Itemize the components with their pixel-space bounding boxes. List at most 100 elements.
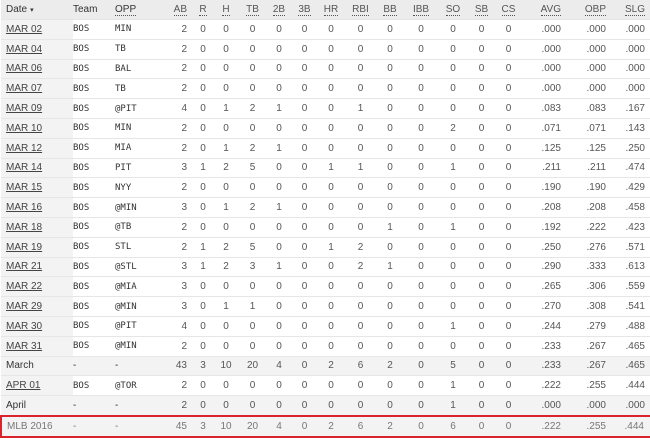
cell-slg: .000 (612, 19, 650, 40)
cell-team: BOS (73, 38, 115, 60)
game-date-link[interactable]: MAR 22 (6, 281, 43, 293)
cell-tb: 20 (239, 414, 266, 438)
cell-bb: 0 (376, 315, 404, 337)
game-date-link[interactable]: MAR 04 (6, 43, 43, 55)
column-header-label: AB (173, 4, 187, 16)
cell-ibb: 0 (404, 216, 438, 238)
column-header-opp[interactable]: OPP (115, 0, 165, 20)
cell-cs: 0 (495, 375, 522, 396)
cell-obp: .000 (567, 78, 612, 99)
column-header-tb[interactable]: TB (239, 0, 266, 20)
game-date-link[interactable]: MAR 31 (6, 340, 43, 352)
cell-2b: 4 (266, 414, 292, 438)
cell-rbi: 0 (345, 296, 376, 317)
game-date-link[interactable]: MAR 30 (6, 320, 43, 332)
cell-bb: 0 (376, 117, 404, 139)
column-header-date[interactable]: Date ▾ (1, 0, 73, 20)
game-date-link[interactable]: MAR 16 (6, 202, 43, 214)
cell-tb: 2 (239, 197, 266, 218)
game-date-link[interactable]: MAR 06 (6, 63, 43, 75)
cell-date: April (1, 395, 73, 416)
column-header-r[interactable]: R (193, 0, 213, 20)
cell-h: 1 (213, 98, 239, 119)
game-date-link[interactable]: MAR 14 (6, 162, 43, 174)
cell-ibb: 0 (404, 296, 438, 317)
column-header-2b[interactable]: 2B (266, 0, 292, 20)
game-date-link[interactable]: APR 01 (6, 380, 41, 392)
column-header-so[interactable]: SO (438, 0, 468, 20)
cell-2b: 1 (266, 256, 292, 277)
column-header-3b[interactable]: 3B (292, 0, 317, 20)
cell-hr: 0 (317, 315, 345, 337)
cell-bb: 0 (376, 78, 404, 99)
game-date-link[interactable]: MAR 10 (6, 122, 43, 134)
cell-avg: .233 (522, 335, 567, 357)
cell-h: 0 (213, 375, 239, 396)
column-header-cs[interactable]: CS (495, 0, 522, 20)
game-date-link[interactable]: MAR 07 (6, 83, 43, 95)
cell-3b: 0 (292, 335, 317, 357)
cell-team: - (73, 414, 115, 438)
game-date-link[interactable]: MAR 09 (6, 103, 43, 115)
cell-h: 0 (213, 395, 239, 416)
cell-opp: PIT (115, 157, 165, 178)
column-header-label: SB (474, 4, 489, 16)
cell-3b: 0 (292, 98, 317, 119)
cell-ibb: 0 (404, 375, 438, 396)
cell-h: 10 (213, 414, 239, 438)
cell-tb: 0 (239, 58, 266, 79)
table-row: MAR 07 BOS TB 2 0 0 0 0 0 0 0 0 0 0 0 0.000.000.000 (1, 78, 650, 99)
cell-avg: .233 (522, 355, 567, 376)
cell-avg: .192 (522, 216, 567, 238)
column-header-bb[interactable]: BB (376, 0, 404, 20)
cell-opp: @MIN (115, 197, 165, 218)
cell-cs: 0 (495, 355, 522, 376)
column-header-label: R (199, 4, 207, 16)
game-date-link[interactable]: MAR 19 (6, 241, 43, 253)
column-header-avg[interactable]: AVG (522, 0, 567, 20)
cell-team: BOS (73, 296, 115, 317)
column-header-h[interactable]: H (213, 0, 239, 20)
column-header-obp[interactable]: OBP (567, 0, 612, 20)
cell-ibb: 0 (404, 315, 438, 337)
column-header-hr[interactable]: HR (317, 0, 345, 20)
game-date-link[interactable]: MAR 18 (6, 221, 43, 233)
game-date-link[interactable]: MAR 21 (6, 261, 43, 273)
game-date-link[interactable]: MAR 29 (6, 301, 43, 313)
cell-obp: .333 (567, 256, 612, 277)
cell-3b: 0 (292, 296, 317, 317)
column-header-slg[interactable]: SLG (612, 0, 650, 20)
cell-hr: 0 (317, 256, 345, 277)
column-header-label: Date (6, 4, 28, 15)
cell-team: - (73, 395, 115, 416)
cell-hr: 1 (317, 157, 345, 178)
column-header-ab[interactable]: AB (165, 0, 193, 20)
table-row: APR 01 BOS @TOR 2 0 0 0 0 0 0 0 0 0 1 0 0.222.255.444 (1, 375, 650, 396)
cell-bb: 1 (376, 256, 404, 277)
cell-slg: .465 (612, 355, 650, 376)
cell-hr: 0 (317, 58, 345, 79)
cell-sb: 0 (468, 355, 495, 376)
column-header-ibb[interactable]: IBB (404, 0, 438, 20)
game-date-link[interactable]: MAR 02 (6, 23, 43, 35)
game-date-link[interactable]: MAR 15 (6, 182, 43, 194)
column-header-sb[interactable]: SB (468, 0, 495, 20)
game-date-link[interactable]: MAR 12 (6, 142, 43, 154)
cell-2b: 0 (266, 78, 292, 99)
cell-sb: 0 (468, 177, 495, 198)
cell-hr: 0 (317, 137, 345, 159)
cell-date: MAR 12 (1, 137, 73, 159)
column-header-rbi[interactable]: RBI (345, 0, 376, 20)
cell-opp: MIN (115, 19, 165, 40)
cell-h: 2 (213, 256, 239, 277)
cell-h: 1 (213, 197, 239, 218)
cell-ab: 2 (165, 137, 193, 159)
cell-date: MLB 2016 (0, 414, 73, 438)
cell-slg: .474 (612, 157, 650, 178)
table-row: MAR 29 BOS @MIN 3 0 1 1 0 0 0 0 0 0 0 0 0.270.308.541 (1, 296, 650, 317)
cell-r: 0 (193, 375, 213, 396)
cell-hr: 0 (317, 98, 345, 119)
cell-avg: .000 (522, 78, 567, 99)
cell-sb: 0 (468, 375, 495, 396)
cell-hr: 0 (317, 19, 345, 40)
